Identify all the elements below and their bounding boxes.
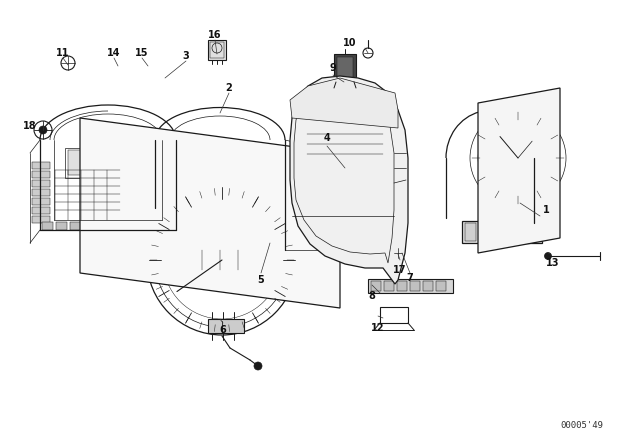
Bar: [140, 222, 151, 230]
Bar: [268, 225, 273, 243]
Bar: [479, 223, 490, 241]
Bar: [32, 162, 50, 169]
Bar: [465, 223, 476, 241]
Bar: [98, 222, 109, 230]
Bar: [118, 146, 146, 170]
Bar: [507, 223, 518, 241]
Bar: [337, 57, 353, 79]
Bar: [380, 170, 402, 200]
Bar: [410, 281, 420, 291]
Polygon shape: [290, 78, 398, 128]
Text: 3: 3: [182, 51, 189, 61]
Bar: [296, 225, 301, 243]
Text: 18: 18: [23, 121, 37, 131]
Bar: [324, 225, 329, 243]
Bar: [32, 198, 50, 205]
Bar: [112, 222, 123, 230]
Bar: [275, 225, 280, 243]
Bar: [305, 123, 385, 158]
Text: 11: 11: [56, 48, 70, 58]
Circle shape: [218, 256, 226, 264]
Bar: [334, 54, 356, 82]
Bar: [380, 307, 408, 323]
Text: 16: 16: [208, 30, 221, 40]
Bar: [384, 281, 394, 291]
Bar: [282, 225, 287, 243]
Bar: [84, 222, 95, 230]
Bar: [380, 202, 402, 228]
Text: 6: 6: [220, 325, 227, 335]
Bar: [32, 207, 50, 214]
Text: 00005'49: 00005'49: [560, 421, 603, 430]
Bar: [32, 189, 50, 196]
Text: 4: 4: [324, 133, 330, 143]
Bar: [32, 180, 50, 187]
Bar: [208, 319, 244, 333]
Circle shape: [545, 253, 552, 259]
Text: 13: 13: [547, 258, 560, 268]
Bar: [317, 225, 322, 243]
Bar: [323, 166, 336, 200]
Bar: [359, 204, 365, 228]
Bar: [32, 216, 50, 223]
Bar: [368, 166, 381, 200]
Text: 7: 7: [406, 273, 413, 283]
Bar: [338, 166, 351, 200]
Bar: [134, 148, 144, 168]
Bar: [367, 204, 373, 228]
Bar: [68, 150, 90, 175]
Circle shape: [254, 362, 262, 370]
Text: 1: 1: [543, 205, 549, 215]
Bar: [521, 223, 532, 241]
Bar: [351, 204, 357, 228]
Text: 5: 5: [258, 275, 264, 285]
Text: 2: 2: [226, 83, 232, 93]
Text: 10: 10: [343, 38, 356, 48]
Bar: [330, 156, 348, 196]
Bar: [65, 148, 120, 178]
Bar: [289, 225, 294, 243]
Bar: [42, 222, 53, 230]
Bar: [210, 42, 224, 58]
Polygon shape: [478, 88, 560, 253]
Bar: [462, 221, 542, 243]
Bar: [120, 148, 132, 168]
Bar: [343, 204, 349, 228]
Bar: [93, 150, 115, 175]
Text: 17: 17: [393, 265, 407, 275]
Bar: [326, 152, 378, 200]
Text: 8: 8: [369, 291, 376, 301]
Text: 9: 9: [330, 63, 337, 73]
Bar: [292, 202, 394, 210]
Bar: [353, 166, 366, 200]
Polygon shape: [80, 118, 340, 308]
Bar: [352, 156, 374, 196]
Bar: [423, 281, 433, 291]
Bar: [126, 222, 137, 230]
Text: 15: 15: [135, 48, 148, 58]
Bar: [308, 166, 321, 200]
Bar: [368, 279, 453, 293]
Bar: [32, 171, 50, 178]
Bar: [397, 281, 407, 291]
Bar: [340, 202, 378, 230]
Bar: [70, 222, 81, 230]
Bar: [208, 40, 226, 60]
Polygon shape: [290, 76, 408, 284]
Bar: [305, 163, 385, 203]
Text: 14: 14: [108, 48, 121, 58]
Bar: [493, 223, 504, 241]
Bar: [436, 281, 446, 291]
Bar: [310, 225, 315, 243]
Bar: [303, 225, 308, 243]
Circle shape: [39, 126, 47, 134]
Bar: [331, 225, 336, 243]
Bar: [56, 222, 67, 230]
Text: 12: 12: [371, 323, 385, 333]
Bar: [371, 281, 381, 291]
